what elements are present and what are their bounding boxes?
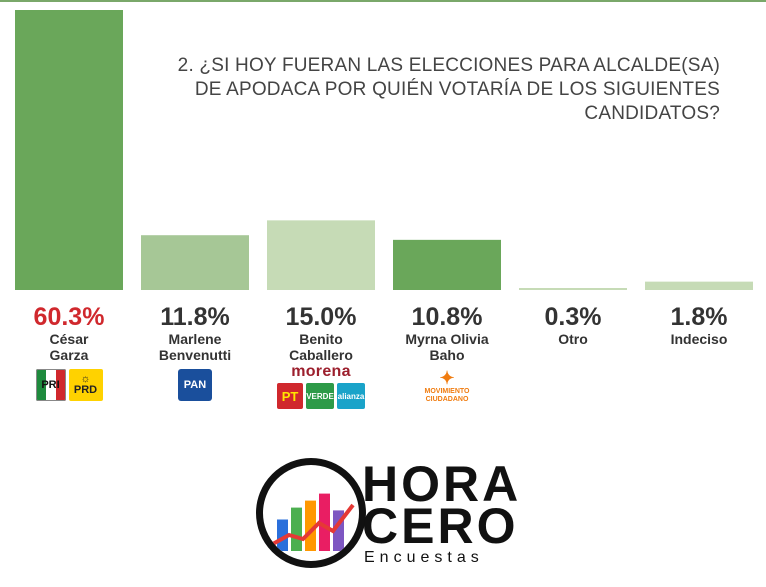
- value-label: 15.0%: [285, 303, 357, 331]
- hora-cero-logo: HORA CERO Encuestas: [256, 456, 526, 574]
- candidate-label-benito-caballero: 15.0% Benito Caballero morena PT VERDE a…: [258, 303, 384, 409]
- value-label: 0.3%: [544, 303, 602, 331]
- candidate-name: Baho: [429, 347, 465, 363]
- alianza-logo: alianza: [337, 383, 365, 409]
- candidate-label-otro: 0.3% Otro: [510, 303, 636, 347]
- candidate-label-indeciso: 1.8% Indeciso: [636, 303, 762, 347]
- candidate-name: Benito: [299, 331, 343, 347]
- bar-myrna-olivia-baho: [393, 239, 501, 290]
- candidate-name: Otro: [558, 331, 588, 347]
- chart-title: 2. ¿SI HOY FUERAN LAS ELECCIONES PARA AL…: [177, 55, 720, 124]
- candidate-name: César: [49, 331, 89, 347]
- logo-word-hora: HORA: [362, 456, 522, 512]
- pt-logo: PT: [277, 383, 303, 409]
- logo-ring: [256, 458, 366, 568]
- candidate-name: Indeciso: [670, 331, 728, 347]
- bar-chart: [15, 10, 753, 290]
- logo-trend-line: [270, 503, 355, 547]
- sun-icon: ☼: [80, 373, 91, 385]
- bar-otro: [519, 288, 627, 290]
- logo-bars-icon: [270, 493, 355, 551]
- candidate-name: Garza: [49, 347, 89, 363]
- candidate-label-cesar-garza: 60.3% César Garza PRI ☼ PRD: [6, 303, 132, 401]
- eagle-icon: ✦: [439, 368, 455, 388]
- top-rule: [0, 0, 766, 2]
- bar-césar-garza: [15, 10, 123, 290]
- movimiento-ciudadano-logo: ✦ MOVIMIENTO CIUDADANO: [424, 368, 470, 403]
- logo-bar: [305, 500, 316, 551]
- logo-bar: [291, 507, 302, 551]
- prd-logo: ☼ PRD: [68, 369, 103, 401]
- bar-benito-caballero: [267, 220, 375, 290]
- logo-bar: [333, 510, 344, 551]
- party-logos: PT VERDE alianza: [258, 383, 384, 409]
- verde-logo: VERDE: [306, 383, 334, 409]
- pan-logo: PAN: [178, 369, 212, 401]
- party-logos: PRI ☼ PRD: [6, 369, 132, 401]
- bar-indeciso: [645, 281, 753, 290]
- candidate-label-myrna-olivia-baho: 10.8% Myrna Olivia Baho ✦ MOVIMIENTO CIU…: [384, 303, 510, 403]
- candidate-name: Marlene: [168, 331, 222, 347]
- logo-bar: [319, 493, 330, 551]
- pri-logo: PRI: [35, 369, 66, 401]
- logo-bar: [277, 519, 288, 551]
- logo-subtitle: Encuestas: [364, 549, 484, 566]
- bar-marlene-benvenutti: [141, 235, 249, 290]
- value-label: 10.8%: [411, 303, 483, 331]
- logo-word-cero: CERO: [362, 498, 519, 554]
- value-label: 11.8%: [160, 303, 230, 331]
- candidate-name: Myrna Olivia: [405, 331, 489, 347]
- candidate-name: Caballero: [289, 347, 353, 363]
- party-logos: PAN: [132, 369, 258, 401]
- value-label: 1.8%: [670, 303, 728, 331]
- morena-logo: morena: [291, 363, 351, 380]
- candidate-label-marlene-benvenutti: 11.8% Marlene Benvenutti PAN: [132, 303, 258, 401]
- value-label: 60.3%: [33, 303, 105, 331]
- party-logos: ✦ MOVIMIENTO CIUDADANO: [384, 368, 510, 403]
- candidate-name: Benvenutti: [158, 347, 232, 363]
